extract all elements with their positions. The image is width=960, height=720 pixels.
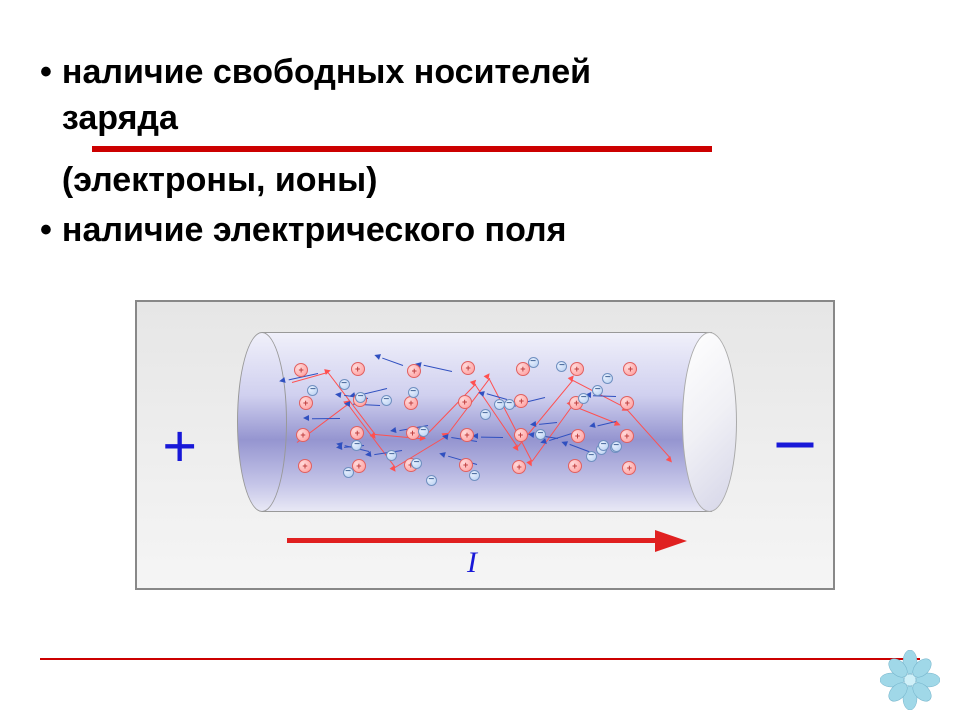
bullet-1-line1: наличие свободных носителей: [62, 53, 591, 91]
cylinder-left-cap: [237, 332, 287, 512]
positive-ion: +: [458, 395, 472, 409]
positive-ion: +: [296, 428, 310, 442]
current-arrow: [287, 530, 687, 550]
negative-ion: −: [602, 373, 613, 384]
negative-ion: −: [535, 429, 546, 440]
diagram-inner: + – ++++++++++++++++++++++++++++−−−−−−−−…: [137, 302, 833, 588]
conductor-cylinder: ++++++++++++++++++++++++++++−−−−−−−−−−−−…: [237, 332, 737, 512]
bullet-dot: •: [40, 208, 52, 254]
arrow-tip: [655, 530, 687, 552]
positive-ion: +: [299, 396, 313, 410]
slide: • наличие свободных носителей заряда (эл…: [0, 0, 960, 720]
negative-ion: −: [480, 409, 491, 420]
positive-ion: +: [570, 362, 584, 376]
bullet-1-line3: (электроны, ионы): [62, 161, 378, 199]
positive-ion: +: [351, 362, 365, 376]
path-arrowhead: [439, 451, 446, 458]
positive-ion: +: [352, 459, 366, 473]
plus-terminal: +: [162, 412, 197, 483]
bottom-rule: [40, 658, 920, 660]
positive-ion: +: [407, 364, 421, 378]
positive-ion: +: [514, 428, 528, 442]
path-arrowhead: [344, 400, 350, 406]
bullet-1: • наличие свободных носителей заряда (эл…: [40, 50, 920, 204]
negative-ion: −: [386, 450, 397, 461]
negative-ion: −: [408, 387, 419, 398]
positive-ion: +: [512, 460, 526, 474]
negative-ion: −: [586, 451, 597, 462]
path-arrowhead: [477, 389, 484, 396]
path-arrowhead: [279, 377, 286, 384]
negative-path: [312, 418, 340, 419]
negative-ion: −: [504, 399, 515, 410]
negative-ion: −: [611, 441, 622, 452]
path-arrowhead: [588, 422, 595, 429]
path-arrowhead: [335, 444, 342, 451]
particles-layer: ++++++++++++++++++++++++++++−−−−−−−−−−−−…: [282, 352, 682, 492]
negative-ion: −: [307, 385, 318, 396]
minus-terminal: –: [777, 397, 813, 480]
negative-ion: −: [469, 470, 480, 481]
negative-ion: −: [339, 379, 350, 390]
positive-path: [489, 378, 533, 461]
cylinder-right-cap: [682, 332, 737, 512]
path-arrowhead: [364, 451, 371, 458]
positive-ion: +: [623, 362, 637, 376]
negative-ion: −: [418, 426, 429, 437]
negative-ion: −: [592, 385, 603, 396]
path-arrowhead: [389, 427, 396, 434]
path-arrowhead: [530, 421, 537, 428]
current-label: I: [467, 546, 477, 580]
diagram-box: + – ++++++++++++++++++++++++++++−−−−−−−−…: [135, 300, 835, 590]
path-arrowhead: [335, 391, 342, 398]
negative-ion: −: [494, 399, 505, 410]
path-arrowhead: [373, 352, 381, 360]
path-arrowhead: [303, 415, 309, 421]
bullet-2: • наличие электрического поля: [40, 208, 920, 254]
positive-ion: +: [620, 429, 634, 443]
positive-ion: +: [622, 461, 636, 475]
negative-path: [539, 422, 557, 425]
negative-ion: −: [578, 393, 589, 404]
positive-ion: +: [514, 394, 528, 408]
bullet-list: • наличие свободных носителей заряда (эл…: [40, 50, 920, 254]
bullet-dot: •: [40, 50, 52, 96]
negative-ion: −: [343, 467, 354, 478]
red-underline: [92, 146, 712, 152]
positive-ion: +: [298, 459, 312, 473]
negative-path: [481, 436, 503, 437]
negative-ion: −: [556, 361, 567, 372]
path-arrowhead: [442, 433, 449, 440]
bullet-1-text: наличие свободных носителей заряда (элек…: [62, 50, 920, 204]
negative-ion: −: [411, 458, 422, 469]
negative-path: [424, 365, 452, 372]
positive-ion: +: [294, 363, 308, 377]
negative-ion: −: [355, 392, 366, 403]
positive-ion: +: [571, 429, 585, 443]
path-arrowhead: [527, 431, 534, 438]
negative-ion: −: [426, 475, 437, 486]
positive-ion: +: [350, 426, 364, 440]
bullet-1-line2: заряда: [62, 99, 178, 137]
positive-ion: +: [568, 459, 582, 473]
positive-ion: +: [620, 396, 634, 410]
positive-ion: +: [461, 361, 475, 375]
arrow-shaft: [287, 538, 657, 543]
path-arrowhead: [560, 439, 568, 447]
negative-ion: −: [381, 395, 392, 406]
bullet-2-text: наличие электрического поля: [62, 208, 920, 254]
negative-path: [383, 357, 404, 365]
negative-ion: −: [598, 440, 609, 451]
negative-ion: −: [528, 357, 539, 368]
flower-icon: [880, 650, 940, 710]
path-arrowhead: [666, 456, 674, 464]
